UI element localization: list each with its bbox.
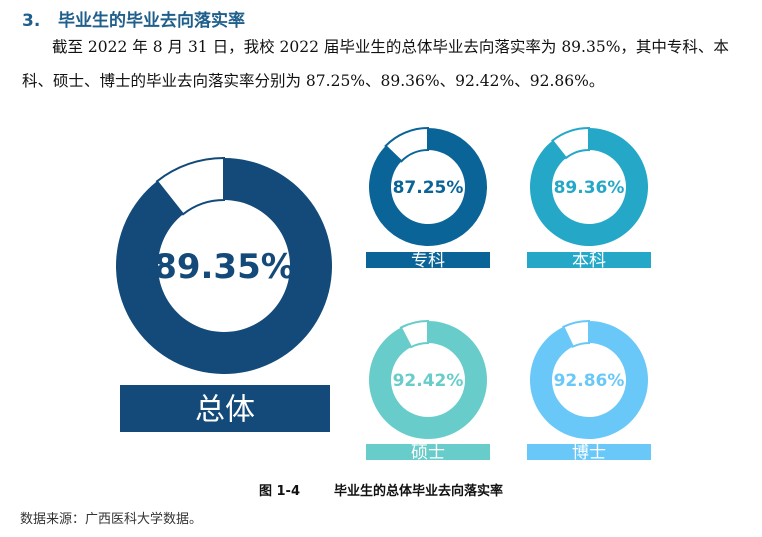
donut-value-label: 92.86%	[554, 371, 625, 391]
section-number: 3.	[22, 11, 41, 31]
donut-segment-filled	[116, 158, 333, 374]
donut-doctor: 92.86% 博士	[527, 319, 651, 463]
category-bar	[120, 385, 330, 432]
category-bar	[366, 444, 490, 460]
donut-value-label: 89.36%	[554, 178, 625, 198]
donut-segment-remainder	[562, 319, 590, 348]
donut-segment-remainder	[384, 126, 429, 163]
donut-overall: 89.35% 总体	[116, 156, 333, 432]
donut-value-label: 87.25%	[393, 178, 464, 198]
category-label: 本科	[572, 251, 606, 271]
donut-segment-filled	[529, 128, 648, 246]
data-source-note: 数据来源：广西医科大学数据。	[20, 512, 203, 527]
category-bar	[527, 444, 651, 460]
category-bar	[366, 252, 490, 268]
section-title: 毕业生的毕业去向落实率	[58, 11, 245, 31]
donut-segment-filled	[529, 321, 648, 439]
donut-master: 92.42% 硕士	[366, 319, 490, 463]
donut-segment-remainder	[399, 319, 429, 349]
section-heading: 3. 毕业生的毕业去向落实率	[22, 6, 245, 31]
figure-title: 毕业生的总体毕业去向落实率	[334, 484, 504, 499]
summary-paragraph: 截至 2022 年 8 月 31 日，我校 2022 届毕业生的总体毕业去向落实…	[22, 38, 729, 90]
donut-segment-filled	[369, 128, 487, 247]
donut-segment-remainder	[551, 126, 590, 160]
category-label: 专科	[411, 251, 445, 271]
category-label: 博士	[572, 443, 606, 463]
donut-segment-filled	[368, 321, 487, 439]
donut-segment-remainder	[155, 156, 225, 216]
figure-caption: 图 1-4 毕业生的总体毕业去向落实率	[0, 480, 762, 499]
category-label: 总体	[195, 392, 255, 427]
donut-value-label: 92.42%	[393, 371, 464, 391]
category-label: 硕士	[411, 443, 445, 463]
donut-junior-college: 87.25% 专科	[366, 126, 490, 271]
category-bar	[527, 252, 651, 268]
donut-undergraduate: 89.36% 本科	[527, 126, 651, 271]
donut-value-label: 89.35%	[153, 247, 295, 287]
figure-number: 图 1-4	[258, 484, 300, 499]
